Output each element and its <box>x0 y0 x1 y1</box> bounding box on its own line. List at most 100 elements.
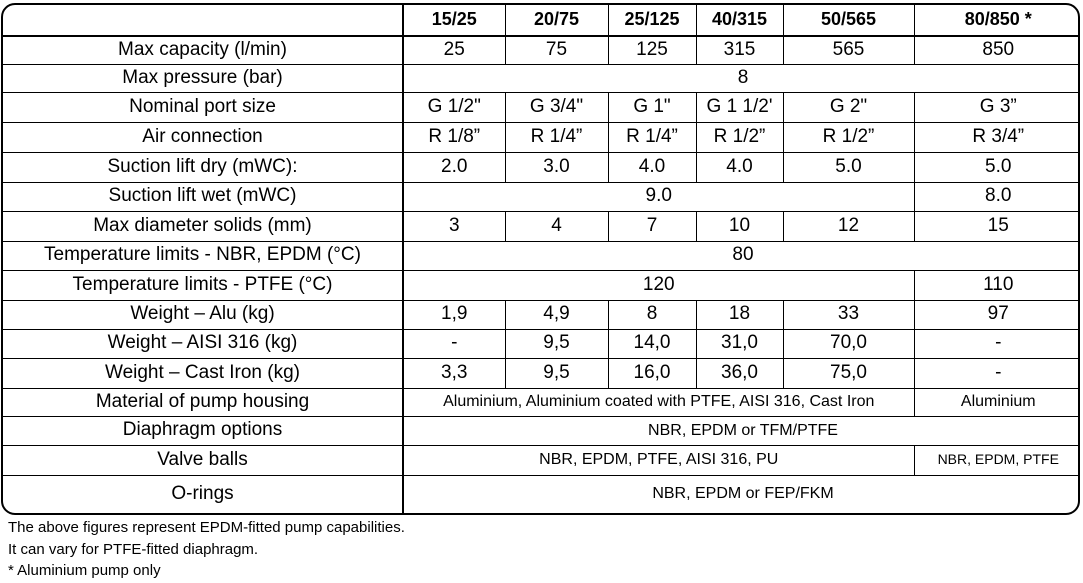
cell-value: R 1/2” <box>695 121 784 153</box>
cell-value: 110 <box>913 269 1078 301</box>
table-row: Temperature limits - PTFE (°C) 120 110 <box>3 269 1078 301</box>
header-model: 40/315 <box>695 5 784 37</box>
cell-value: R 1/4” <box>504 121 609 153</box>
row-label: Nominal port size <box>3 91 404 123</box>
cell-value: 16,0 <box>607 357 697 389</box>
cell-value: NBR, EPDM or FEP/FKM <box>402 474 1078 513</box>
cell-value: 10 <box>695 210 784 242</box>
cell-value: 36,0 <box>695 357 784 389</box>
table-row: Suction lift wet (mWC) 9.0 8.0 <box>3 181 1078 212</box>
cell-value: 75 <box>504 35 609 65</box>
cell-value: 5.0 <box>913 151 1078 183</box>
cell-value: 9.0 <box>402 181 915 212</box>
row-label: Max capacity (l/min) <box>3 35 404 65</box>
cell-value: 120 <box>402 269 915 301</box>
cell-value: 4,9 <box>504 299 609 330</box>
table-row: Temperature limits - NBR, EPDM (°C) 80 <box>3 240 1078 271</box>
table-row: Diaphragm options NBR, EPDM or TFM/PTFE <box>3 415 1078 446</box>
table-row: Max capacity (l/min) 25 75 125 315 565 8… <box>3 35 1078 65</box>
cell-value: 7 <box>607 210 697 242</box>
cell-value: 14,0 <box>607 328 697 359</box>
cell-value: 125 <box>607 35 697 65</box>
cell-value: 1,9 <box>402 299 506 330</box>
header-model: 50/565 <box>782 5 915 37</box>
row-label: Suction lift dry (mWC): <box>3 151 404 183</box>
cell-value: 850 <box>913 35 1078 65</box>
cell-value: 15 <box>913 210 1078 242</box>
cell-value: G 3” <box>913 91 1078 123</box>
cell-value: 3 <box>402 210 506 242</box>
cell-value: G 1 1/2' <box>695 91 784 123</box>
footnotes: The above figures represent EPDM-fitted … <box>8 517 405 582</box>
row-label: Diaphragm options <box>3 415 404 446</box>
cell-value: 3.0 <box>504 151 609 183</box>
cell-value: 97 <box>913 299 1078 330</box>
header-model: 25/125 <box>607 5 697 37</box>
footnote: The above figures represent EPDM-fitted … <box>8 519 405 536</box>
cell-value: Aluminium <box>913 387 1078 417</box>
row-label: Suction lift wet (mWC) <box>3 181 404 212</box>
cell-value: NBR, EPDM, PTFE <box>913 444 1078 476</box>
header-model: 15/25 <box>402 5 506 37</box>
cell-value: 4.0 <box>695 151 784 183</box>
row-label: Max diameter solids (mm) <box>3 210 404 242</box>
table-row: Max pressure (bar) 8 <box>3 63 1078 93</box>
cell-value: 3,3 <box>402 357 506 389</box>
cell-value: 4 <box>504 210 609 242</box>
cell-value: 31,0 <box>695 328 784 359</box>
header-model: 20/75 <box>504 5 609 37</box>
row-label: O-rings <box>3 474 404 513</box>
row-label: Weight – Cast Iron (kg) <box>3 357 404 389</box>
cell-value: 9,5 <box>504 328 609 359</box>
cell-value: 9,5 <box>504 357 609 389</box>
cell-value: G 1/2" <box>402 91 506 123</box>
header-model: 80/850 * <box>913 5 1078 37</box>
cell-value: 18 <box>695 299 784 330</box>
table-row: Weight – AISI 316 (kg) - 9,5 14,0 31,0 7… <box>3 328 1078 359</box>
cell-value: G 3/4" <box>504 91 609 123</box>
cell-value: 70,0 <box>782 328 915 359</box>
cell-value: R 3/4” <box>913 121 1078 153</box>
cell-value: Aluminium, Aluminium coated with PTFE, A… <box>402 387 915 417</box>
table-row: Nominal port size G 1/2" G 3/4" G 1" G 1… <box>3 91 1078 123</box>
cell-value: 315 <box>695 35 784 65</box>
footnote: * Aluminium pump only <box>8 562 161 579</box>
cell-value: 4.0 <box>607 151 697 183</box>
row-label: Air connection <box>3 121 404 153</box>
cell-value: 565 <box>782 35 915 65</box>
cell-value: G 2" <box>782 91 915 123</box>
table-row: Max diameter solids (mm) 3 4 7 10 12 15 <box>3 210 1078 242</box>
table-row: Air connection R 1/8” R 1/4” R 1/4” R 1/… <box>3 121 1078 153</box>
header-row: 15/25 20/75 25/125 40/315 50/565 80/850 … <box>3 5 1078 37</box>
row-label: Max pressure (bar) <box>3 63 404 93</box>
cell-value: 8 <box>402 63 1078 93</box>
cell-value: 2.0 <box>402 151 506 183</box>
table-row: Weight – Alu (kg) 1,9 4,9 8 18 33 97 <box>3 299 1078 330</box>
cell-value: 33 <box>782 299 915 330</box>
cell-value: 8 <box>607 299 697 330</box>
cell-value: - <box>913 328 1078 359</box>
cell-value: 5.0 <box>782 151 915 183</box>
cell-value: R 1/4” <box>607 121 697 153</box>
cell-value: - <box>402 328 506 359</box>
cell-value: 25 <box>402 35 506 65</box>
row-label: Material of pump housing <box>3 387 404 417</box>
table-row: Material of pump housing Aluminium, Alum… <box>3 387 1078 417</box>
row-label: Weight – Alu (kg) <box>3 299 404 330</box>
footnote: It can vary for PTFE-fitted diaphragm. <box>8 540 259 558</box>
row-label: Temperature limits - PTFE (°C) <box>3 269 404 301</box>
cell-value: R 1/8” <box>402 121 506 153</box>
cell-value: 75,0 <box>782 357 915 389</box>
table-row: Valve balls NBR, EPDM, PTFE, AISI 316, P… <box>3 444 1078 476</box>
row-label: Weight – AISI 316 (kg) <box>3 328 404 359</box>
row-label: Valve balls <box>3 444 404 476</box>
spec-table: 15/25 20/75 25/125 40/315 50/565 80/850 … <box>1 3 1080 515</box>
table-row: Weight – Cast Iron (kg) 3,3 9,5 16,0 36,… <box>3 357 1078 389</box>
cell-value: NBR, EPDM, PTFE, AISI 316, PU <box>402 444 915 476</box>
cell-value: G 1" <box>607 91 697 123</box>
cell-value: 12 <box>782 210 915 242</box>
cell-value: R 1/2” <box>782 121 915 153</box>
row-label: Temperature limits - NBR, EPDM (°C) <box>3 240 404 271</box>
cell-value: 8.0 <box>913 181 1078 212</box>
corner-cell <box>3 5 404 37</box>
